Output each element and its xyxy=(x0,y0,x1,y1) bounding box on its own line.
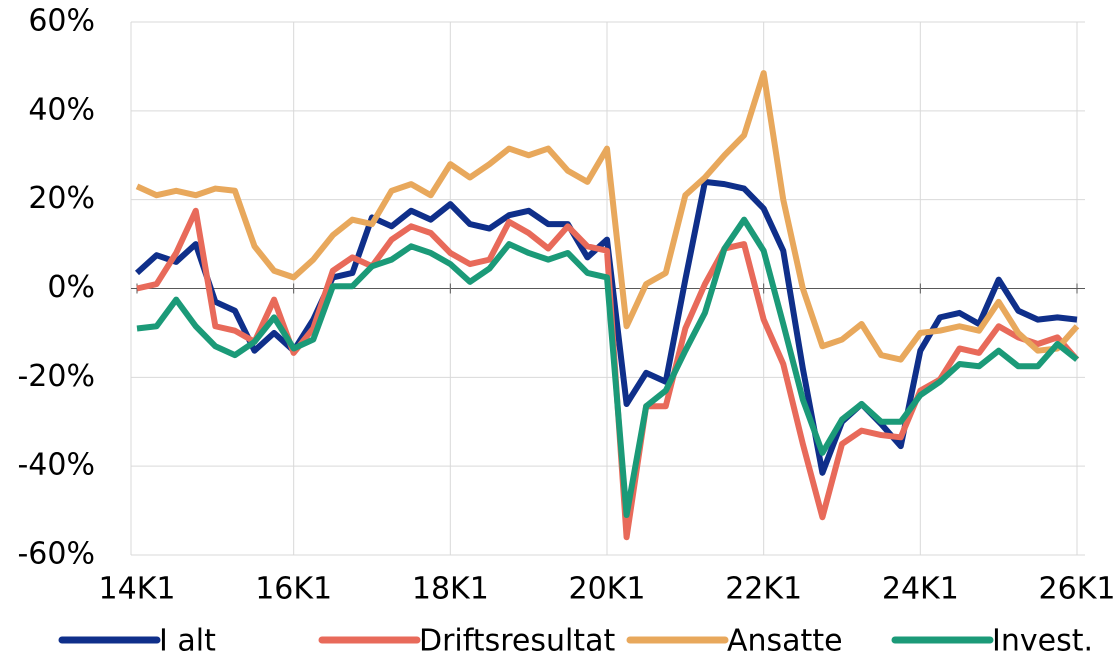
x-tick-label: 22K1 xyxy=(725,572,802,607)
x-tick-label: 24K1 xyxy=(882,572,959,607)
legend-label: I alt xyxy=(159,624,216,659)
x-tick-label: 14K1 xyxy=(99,572,176,607)
legend-label: Driftsresultat xyxy=(419,624,615,659)
line-series xyxy=(135,70,1080,363)
y-tick-label: 0% xyxy=(47,270,95,305)
x-tick-label: 26K1 xyxy=(1039,572,1116,607)
line-series xyxy=(136,207,1080,541)
y-tick-label: -20% xyxy=(17,359,95,394)
x-tick-label: 16K1 xyxy=(255,572,332,607)
y-tick-label: 40% xyxy=(28,92,95,127)
x-tick-label: 18K1 xyxy=(412,572,489,607)
legend-label: Invest. xyxy=(992,624,1093,659)
y-tick-label: 20% xyxy=(28,181,95,216)
y-tick-label: 60% xyxy=(28,4,95,39)
line-series xyxy=(136,216,1079,519)
y-tick-label: -60% xyxy=(17,537,95,572)
legend-label: Ansatte xyxy=(727,624,843,659)
y-tick-label: -40% xyxy=(17,448,95,483)
x-tick-label: 20K1 xyxy=(569,572,646,607)
